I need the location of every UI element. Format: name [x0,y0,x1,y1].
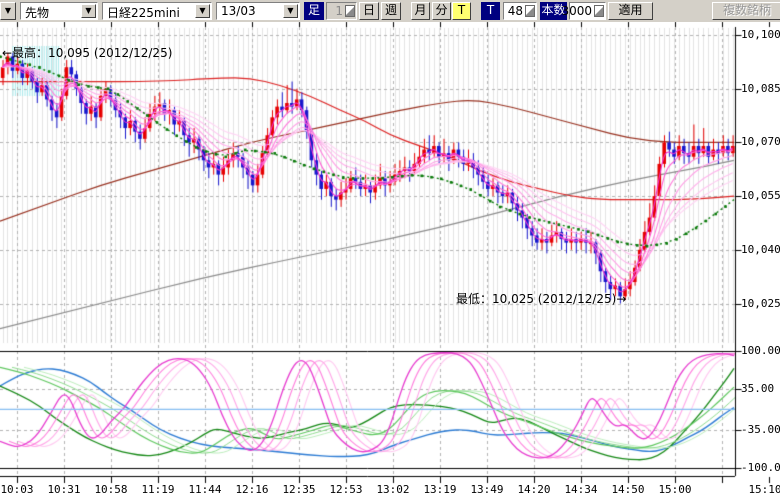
time-axis-label: 15:10 [748,483,780,496]
period-minute-button[interactable]: 分 [432,2,451,20]
instrument-select[interactable]: 日経225mini ▼ [102,2,212,20]
spinner-icon[interactable] [345,5,355,17]
time-axis-label: 15:00 [658,483,692,496]
chevron-down-icon[interactable]: ▼ [195,4,210,18]
oscillator-axis-label: -100.00 [741,460,780,474]
price-axis-label: 10,070 [741,135,780,149]
dropdown-arrow-button[interactable]: ▼ [0,2,16,20]
period-week-button[interactable]: 週 [381,2,401,20]
spinner-icon[interactable] [594,5,604,17]
low-annotation: 最低：10,025 (2012/12/25)→ [456,292,627,306]
oscillator-axis-label: -35.00 [741,422,780,436]
time-axis-label: 14:20 [517,483,551,496]
spinner-icon[interactable] [525,5,535,17]
instrument-value: 日経225mini [107,6,180,20]
time-axis-label: 12:16 [235,483,269,496]
time-axis-label: 13:49 [470,483,504,496]
bar-count-value: 3000 [561,4,592,18]
price-axis-label: 10,025 [741,296,780,310]
multi-symbol-button: 複数銘柄 [712,2,780,20]
time-axis-label: 13:19 [423,483,457,496]
time-axis-label: 10:31 [47,483,81,496]
price-axis-label: 10,055 [741,188,780,202]
price-axis-label: 10,085 [741,81,780,95]
time-axis-label: 11:19 [141,483,175,496]
contract-month-select[interactable]: 13/03 ▼ [216,2,300,20]
chevron-down-icon[interactable]: ▼ [81,4,96,18]
bar-count-label: 本数 [540,2,567,20]
time-axis-label: 11:44 [188,483,222,496]
oscillator-axis-label: 100.00 [741,343,780,357]
time-axis-label: 10:03 [0,483,34,496]
bar-interval-stepper[interactable]: 1 [326,2,357,20]
price-axis-label: 10,040 [741,242,780,256]
instrument-type-select[interactable]: 先物 ▼ [20,2,98,20]
chevron-down-icon[interactable]: ▼ [283,4,298,18]
price-axis-label: 10,100 [741,27,780,41]
time-axis-label: 14:34 [564,483,598,496]
bar-count-stepper[interactable]: 3000 [561,2,606,20]
bar-interval-value: 1 [335,4,343,18]
tick-size-label: T [481,2,500,20]
toolbar: ▼ 先物 ▼ 日経225mini ▼ 13/03 ▼ 足 1 日 週 月 分 T… [0,0,780,22]
apply-button[interactable]: 適用 [608,2,653,20]
time-axis-label: 14:50 [611,483,645,496]
bar-type-label: 足 [304,2,324,20]
time-axis-label: 10:58 [94,483,128,496]
tick-mode-button[interactable]: T [452,2,471,20]
time-axis-label: 13:02 [376,483,410,496]
time-axis-label: 12:35 [282,483,316,496]
period-month-button[interactable]: 月 [411,2,430,20]
high-annotation: ←最高：10,095 (2012/12/25) [2,46,173,60]
instrument-type-value: 先物 [25,6,50,20]
tick-count-stepper[interactable]: 48 [503,2,537,20]
time-axis-label: 12:53 [329,483,363,496]
oscillator-axis-label: 35.00 [741,381,775,395]
period-day-button[interactable]: 日 [359,2,379,20]
contract-month-value: 13/03 [221,4,256,18]
tick-count-value: 48 [507,4,523,18]
